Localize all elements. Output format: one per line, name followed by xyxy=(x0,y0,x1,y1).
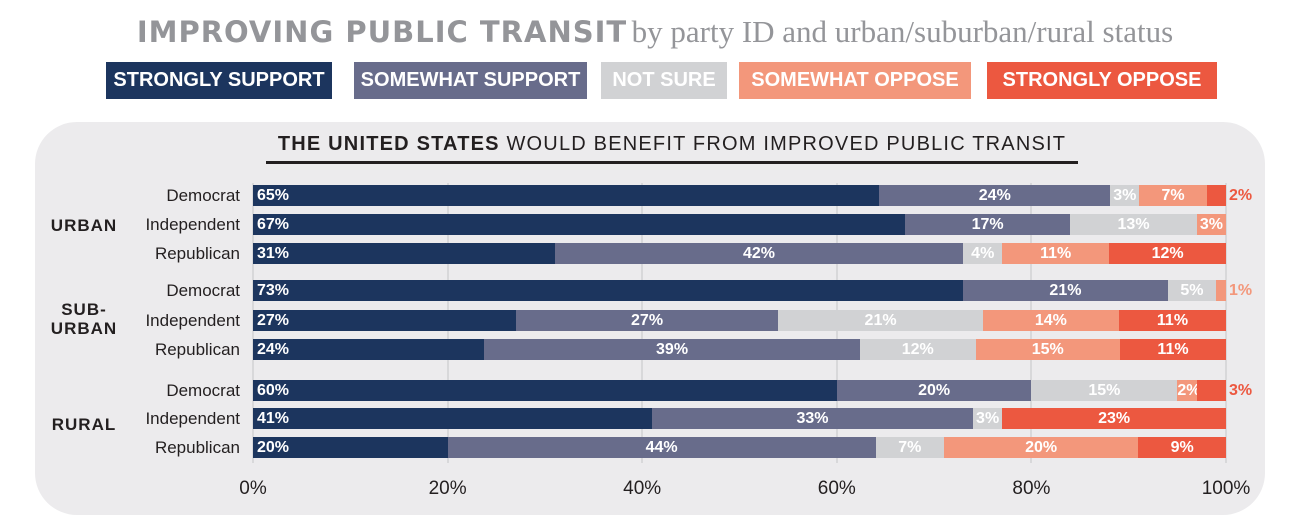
bar-segment: 27% xyxy=(253,310,516,331)
group-label: URBAN xyxy=(50,216,118,235)
bar-segment: 60% xyxy=(253,380,837,401)
bar-segment: 21% xyxy=(778,310,983,331)
legend-item-strongly-support: STRONGLY SUPPORT xyxy=(106,62,332,99)
bar-segment: 12% xyxy=(859,339,976,360)
row-label: Democrat xyxy=(166,186,240,205)
row-label: Independent xyxy=(145,215,240,234)
bar-segment: 15% xyxy=(975,339,1121,360)
bar-segment: 17% xyxy=(904,214,1071,235)
title-main: IMPROVING PUBLIC TRANSIT xyxy=(136,15,628,49)
bar-segment: 31% xyxy=(253,243,555,264)
row-label: Democrat xyxy=(166,281,240,300)
bar-segment: 7% xyxy=(875,437,944,458)
group-label: RURAL xyxy=(51,415,117,434)
bar-segment: 73% xyxy=(253,280,964,301)
data-label-outside: 3% xyxy=(1229,382,1253,399)
bar-segment: 23% xyxy=(1002,408,1226,429)
legend-item-somewhat-support: SOMEWHAT SUPPORT xyxy=(354,62,587,99)
row-label: Republican xyxy=(154,438,240,457)
x-tick-label: 20% xyxy=(428,478,467,499)
bar-segment: 3% xyxy=(1196,214,1226,235)
bar-segment: 44% xyxy=(447,437,876,458)
bar-segment xyxy=(1206,185,1226,206)
bar-segment: 11% xyxy=(1120,339,1226,360)
data-label-outside: 1% xyxy=(1229,282,1253,299)
data-label-outside: 2% xyxy=(1229,187,1253,204)
legend-item-strongly-oppose: STRONGLY OPPOSE xyxy=(987,62,1217,99)
title-suffix: by party ID and urban/suburban/rural sta… xyxy=(631,14,1174,49)
bar-segment: 2% xyxy=(1177,380,1201,401)
bar-segment xyxy=(1196,380,1226,401)
x-tick-label: 60% xyxy=(817,478,856,499)
row-label: Republican xyxy=(154,244,240,263)
bar-segment: 21% xyxy=(963,280,1168,301)
bar-segment: 24% xyxy=(879,185,1111,206)
legend-item-not-sure: NOT SURE xyxy=(601,62,727,99)
bar-segment: 14% xyxy=(982,310,1119,331)
bar-segment: 11% xyxy=(1118,310,1226,331)
x-tick-label: 40% xyxy=(623,478,662,499)
gridline xyxy=(1225,183,1227,463)
bar-segment: 11% xyxy=(1002,243,1110,264)
bar-segment: 3% xyxy=(973,408,1003,429)
bar-segment: 67% xyxy=(253,214,905,235)
bar-segment: 3% xyxy=(1110,185,1140,206)
bar-segment: 5% xyxy=(1167,280,1217,301)
bar-segment: 24% xyxy=(253,339,485,360)
chart-subtitle: THE UNITED STATES WOULD BENEFIT FROM IMP… xyxy=(266,133,1078,164)
row-label: Independent xyxy=(145,311,240,330)
bar-segment: 33% xyxy=(651,408,973,429)
bar-segment: 20% xyxy=(943,437,1139,458)
bar-segment: 12% xyxy=(1109,243,1226,264)
row-label: Independent xyxy=(145,409,240,428)
bar-segment: 13% xyxy=(1070,214,1197,235)
subtitle-rest: WOULD BENEFIT FROM IMPROVED PUBLIC TRANS… xyxy=(506,133,1067,155)
legend-item-somewhat-oppose: SOMEWHAT OPPOSE xyxy=(739,62,971,99)
bar-segment: 27% xyxy=(515,310,779,331)
bar-segment: 65% xyxy=(253,185,880,206)
x-tick-label: 80% xyxy=(1012,478,1051,499)
chart-title: IMPROVING PUBLIC TRANSIT by party ID and… xyxy=(0,14,1300,50)
x-tick-label: 100% xyxy=(1201,478,1251,499)
x-tick-label: 0% xyxy=(239,478,267,499)
bar-segment: 9% xyxy=(1138,437,1226,458)
bar-segment: 7% xyxy=(1139,185,1207,206)
bar-segment xyxy=(1216,280,1226,301)
bar-segment: 42% xyxy=(554,243,964,264)
bar-segment: 20% xyxy=(253,437,448,458)
group-label: SUB- URBAN xyxy=(50,300,118,338)
bar-segment: 4% xyxy=(963,243,1003,264)
row-label: Democrat xyxy=(166,381,240,400)
bar-segment: 39% xyxy=(484,339,860,360)
row-label: Republican xyxy=(154,340,240,359)
subtitle-bold: THE UNITED STATES xyxy=(277,133,500,155)
bar-segment: 20% xyxy=(836,380,1032,401)
bar-segment: 15% xyxy=(1031,380,1178,401)
bar-segment: 41% xyxy=(253,408,652,429)
